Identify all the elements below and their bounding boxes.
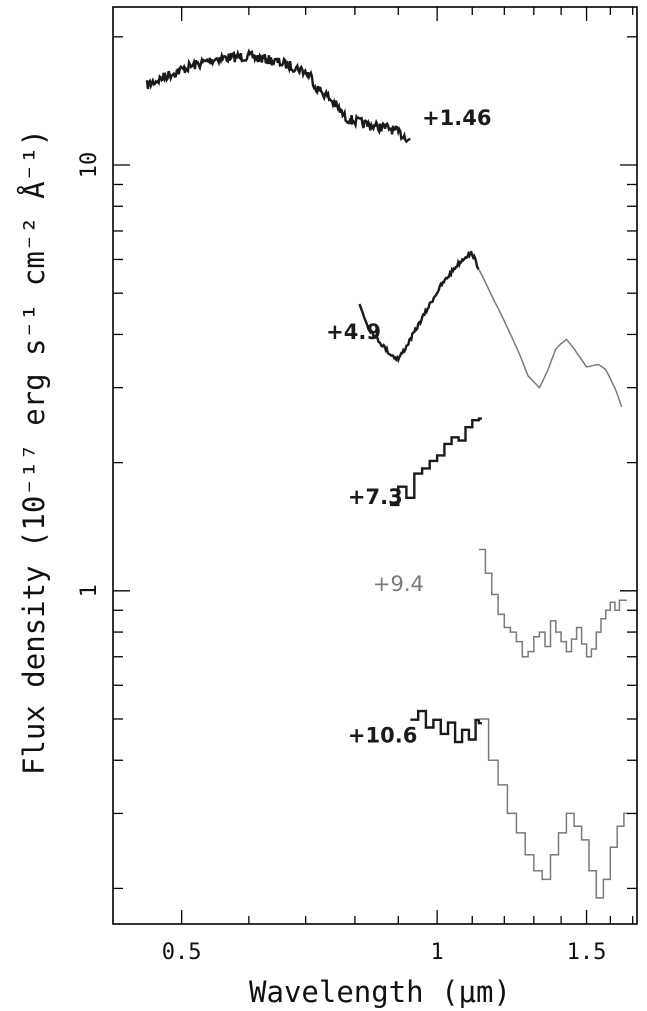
- y-tick-label: 1: [77, 584, 102, 597]
- spectrum-series-0: [145, 48, 411, 144]
- x-tick-label: 0.5: [162, 940, 202, 965]
- spectrum-label-1: +4.9: [326, 320, 381, 344]
- axis-tick-labels: 0.5 1 1.5 1 10: [77, 152, 606, 965]
- spectrum-label-4: +10.6: [348, 724, 417, 748]
- spectra-series: [145, 48, 627, 899]
- axis-ticks: [113, 7, 637, 924]
- y-tick-label: 10: [77, 152, 102, 179]
- x-tick-label: 1.5: [567, 940, 607, 965]
- spectrum-label-3: +9.4: [373, 572, 424, 596]
- y-axis-label: Flux density (10⁻¹⁷ erg s⁻¹ cm⁻² Å⁻¹): [17, 129, 51, 775]
- plot-frame: [112, 6, 638, 925]
- spectrum-series-2: [478, 269, 623, 408]
- x-tick-label: 1: [431, 940, 444, 965]
- spectrum-series-6: [478, 718, 627, 899]
- spectrum-labels: +1.46 +4.9 +7.3 +9.4 +10.6: [326, 106, 491, 747]
- spectrum-series-3: [390, 417, 482, 507]
- spectrum-label-2: +7.3: [348, 485, 403, 509]
- spectrum-series-1: [358, 250, 480, 364]
- spectrum-label-0: +1.46: [422, 106, 491, 130]
- spectrum-series-5: [410, 709, 482, 744]
- spectrum-series-4: [478, 548, 627, 658]
- x-axis-label: Wavelength (μm): [249, 975, 511, 1009]
